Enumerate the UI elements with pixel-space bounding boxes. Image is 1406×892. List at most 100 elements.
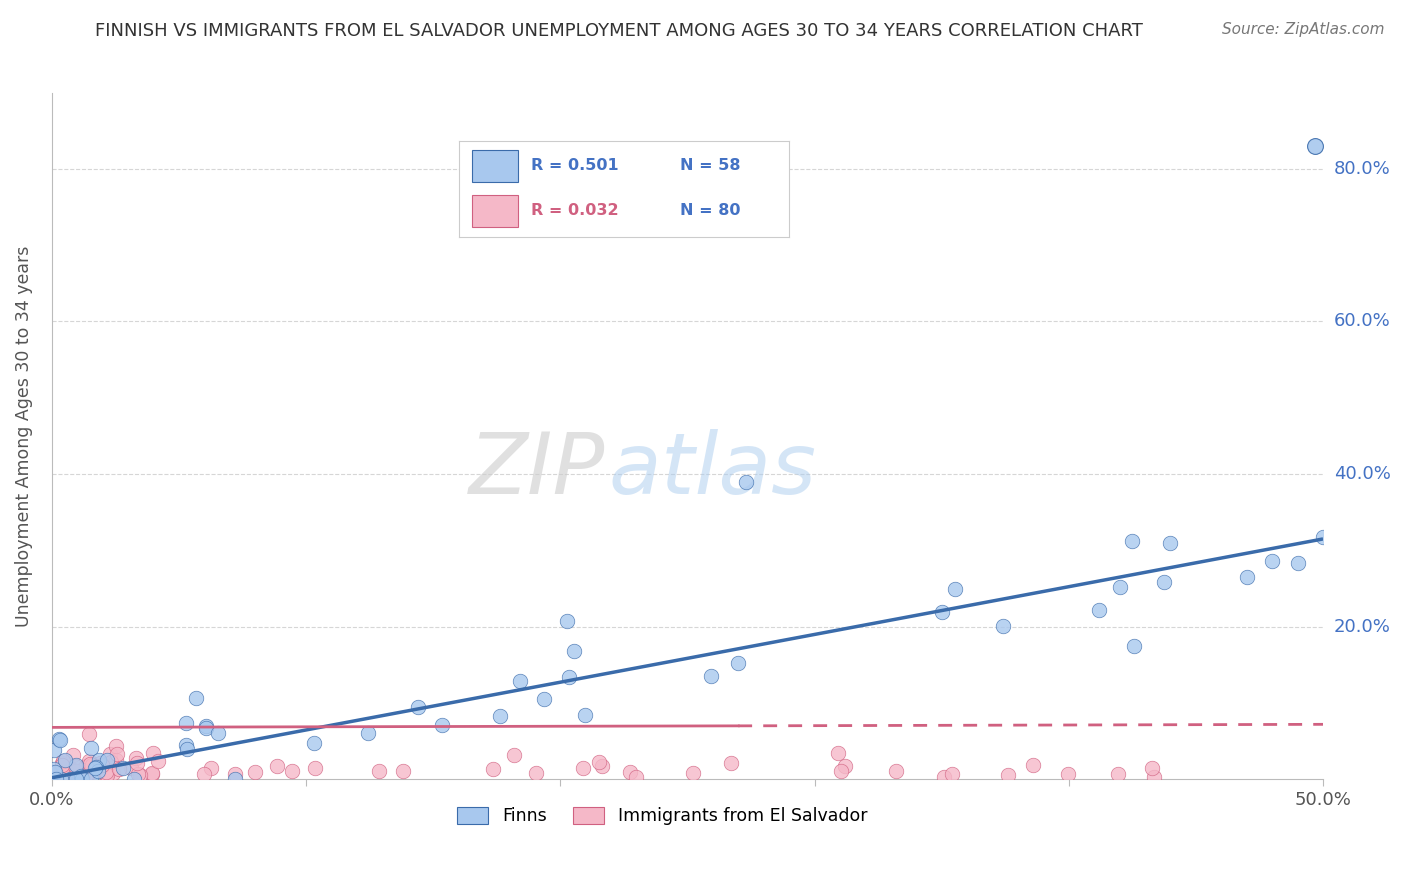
Point (281, 764, 304, 779)
Point (87, 753, 110, 767)
Point (70, 769, 93, 783)
Point (391, 764, 413, 778)
Point (100, 755, 122, 769)
Point (124, 772, 146, 786)
Text: FINNISH VS IMMIGRANTS FROM EL SALVADOR UNEMPLOYMENT AMONG AGES 30 TO 34 YEARS CO: FINNISH VS IMMIGRANTS FROM EL SALVADOR U… (94, 22, 1143, 40)
Point (91, 758, 114, 772)
Point (44, 743, 66, 757)
Point (943, 582, 966, 597)
Point (834, 759, 856, 773)
Point (79, 757, 101, 772)
Point (700, 669, 723, 683)
Point (98, 747, 121, 761)
Point (79, 766, 101, 780)
Point (1107, 767, 1129, 781)
Point (124, 751, 146, 765)
Point (53, 753, 76, 767)
Point (224, 772, 246, 786)
Point (89, 763, 111, 777)
Point (1108, 580, 1130, 594)
Point (572, 761, 595, 775)
Point (77, 727, 100, 741)
Point (70, 772, 93, 786)
Point (1140, 761, 1163, 775)
Point (128, 768, 150, 782)
Text: ZIP: ZIP (468, 429, 605, 512)
Point (60, 764, 83, 778)
Text: 80.0%: 80.0% (1334, 160, 1391, 178)
Point (52, 754, 75, 768)
Point (562, 644, 585, 658)
Point (105, 753, 128, 767)
Point (63, 758, 86, 772)
Point (932, 770, 955, 784)
Point (720, 756, 742, 770)
Point (997, 768, 1019, 782)
Point (682, 765, 704, 780)
Point (62, 764, 84, 778)
Point (141, 766, 163, 780)
Point (51, 757, 73, 772)
Point (1236, 570, 1258, 584)
Point (357, 726, 380, 740)
Point (558, 670, 581, 684)
Point (1143, 770, 1166, 784)
Point (89, 756, 111, 770)
Point (42, 772, 65, 786)
Point (146, 754, 169, 768)
Point (59, 772, 82, 786)
Point (42, 762, 65, 776)
Point (1159, 535, 1181, 549)
Point (59, 764, 82, 779)
Point (406, 699, 429, 714)
Point (432, 718, 454, 732)
Point (90, 759, 112, 773)
Point (266, 759, 288, 773)
Point (125, 756, 148, 770)
Point (48, 731, 70, 746)
Point (51, 772, 73, 786)
Point (80, 772, 103, 786)
Point (120, 761, 142, 775)
Point (105, 747, 128, 762)
Point (96, 753, 118, 767)
Point (503, 747, 526, 762)
Point (489, 709, 512, 723)
Point (734, 475, 756, 489)
Point (557, 615, 579, 629)
Point (65, 757, 87, 772)
Point (84, 760, 107, 774)
Point (524, 766, 547, 780)
Point (1022, 758, 1045, 772)
Point (127, 767, 149, 781)
Point (830, 764, 852, 778)
Text: atlas: atlas (609, 429, 817, 512)
Point (72, 767, 94, 781)
Point (96, 767, 118, 781)
Point (1312, 530, 1334, 544)
Point (1153, 575, 1175, 590)
Y-axis label: Unemployment Among Ages 30 to 34 years: Unemployment Among Ages 30 to 34 years (15, 245, 32, 626)
Point (58, 757, 80, 772)
Point (80, 741, 103, 756)
Point (62, 747, 84, 762)
Point (193, 767, 215, 781)
Point (1305, 139, 1327, 153)
Point (591, 759, 613, 773)
Point (184, 691, 207, 706)
Point (65, 764, 87, 779)
Point (87, 764, 110, 778)
Point (44, 764, 66, 779)
Point (141, 765, 163, 780)
Point (224, 766, 246, 780)
Point (509, 673, 531, 688)
Point (1121, 533, 1143, 548)
Point (533, 691, 555, 706)
Point (75, 758, 97, 772)
Point (51, 765, 73, 780)
Point (624, 770, 647, 784)
Point (176, 741, 198, 756)
Point (1261, 553, 1284, 567)
Point (108, 762, 131, 776)
Point (1286, 556, 1309, 570)
